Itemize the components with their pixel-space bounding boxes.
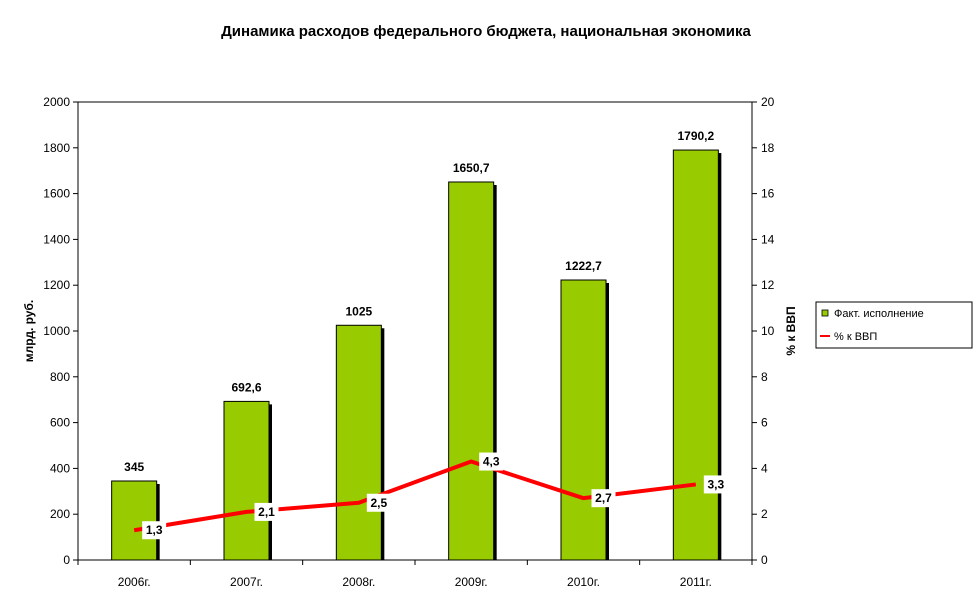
x-tick-label: 2006г. <box>118 575 151 589</box>
y2-tick-label: 8 <box>761 370 768 384</box>
pct-value-label: 3,3 <box>707 477 724 491</box>
bar <box>448 181 495 561</box>
y-tick-label: 600 <box>50 416 70 430</box>
x-tick-label: 2011г. <box>680 575 712 589</box>
bar <box>223 400 270 561</box>
pct-value-label: 2,1 <box>258 505 275 519</box>
y-tick-label: 2000 <box>43 95 70 109</box>
y-axis-label: млрд. руб. <box>22 300 36 362</box>
y-tick-label: 1000 <box>43 324 70 338</box>
pct-label-box <box>703 475 728 494</box>
y2-tick-label: 10 <box>761 324 775 338</box>
y2-tick-label: 18 <box>761 141 775 155</box>
y-tick-label: 0 <box>63 553 70 567</box>
y2-tick-label: 14 <box>761 232 775 246</box>
y-tick-label: 1400 <box>43 232 70 246</box>
legend-label-bar: Факт. исполнение <box>834 308 924 320</box>
line-group: 1,3 2,1 2,5 4,3 2,7 3,3 <box>133 452 728 540</box>
pct-value-label: 1,3 <box>146 523 163 537</box>
bars-group: 345 692,6 1025 1650,7 1222,7 1790,2 <box>111 129 722 561</box>
chart-title: Динамика расходов федерального бюджета, … <box>221 23 751 40</box>
pct-label-box <box>366 493 391 512</box>
axes-group: 0 200 400 600 800 1000 1200 1400 1600 1800 2000 0 2 4… <box>43 95 774 589</box>
y-tick-label: 1800 <box>43 141 70 155</box>
legend-label-line: % к ВВП <box>834 331 877 343</box>
legend: Факт. исполнение % к ВВП <box>815 301 973 349</box>
y-tick-label: 200 <box>50 507 70 521</box>
pct-label-box <box>142 521 167 540</box>
y2-tick-label: 6 <box>761 416 768 430</box>
pct-label-box <box>254 502 279 521</box>
bar-value-label: 1222,7 <box>565 259 602 273</box>
pct-label-box <box>479 452 504 471</box>
y-tick-label: 400 <box>50 461 70 475</box>
legend-box <box>815 301 973 349</box>
y2-axis-label: % к ВВП <box>784 306 798 355</box>
bar-value-label: 1650,7 <box>453 161 490 175</box>
bar <box>335 324 382 561</box>
x-tick-label: 2009г. <box>455 575 488 589</box>
pct-label-box <box>591 489 616 508</box>
bar-value-label: 345 <box>124 460 144 474</box>
y2-tick-label: 0 <box>761 553 768 567</box>
bar-value-label: 1790,2 <box>677 129 714 143</box>
bar-value-label: 692,6 <box>231 380 261 394</box>
y2-tick-label: 4 <box>761 461 768 475</box>
pct-value-label: 2,7 <box>595 491 612 505</box>
bar <box>560 279 607 561</box>
y-tick-label: 1600 <box>43 187 70 201</box>
y2-tick-label: 2 <box>761 507 768 521</box>
bar <box>111 480 158 561</box>
bar <box>672 149 719 561</box>
y-tick-label: 800 <box>50 370 70 384</box>
pct-value-label: 4,3 <box>483 455 500 469</box>
x-tick-label: 2007г. <box>230 575 263 589</box>
legend-swatch-bar <box>821 309 829 317</box>
y2-tick-label: 16 <box>761 187 775 201</box>
y2-tick-label: 20 <box>761 95 775 109</box>
x-tick-label: 2010г. <box>567 575 600 589</box>
x-tick-label: 2008г. <box>342 575 375 589</box>
y2-tick-label: 12 <box>761 278 775 292</box>
y-tick-label: 1200 <box>43 278 70 292</box>
pct-value-label: 2,5 <box>370 496 387 510</box>
bar-value-label: 1025 <box>345 304 372 318</box>
